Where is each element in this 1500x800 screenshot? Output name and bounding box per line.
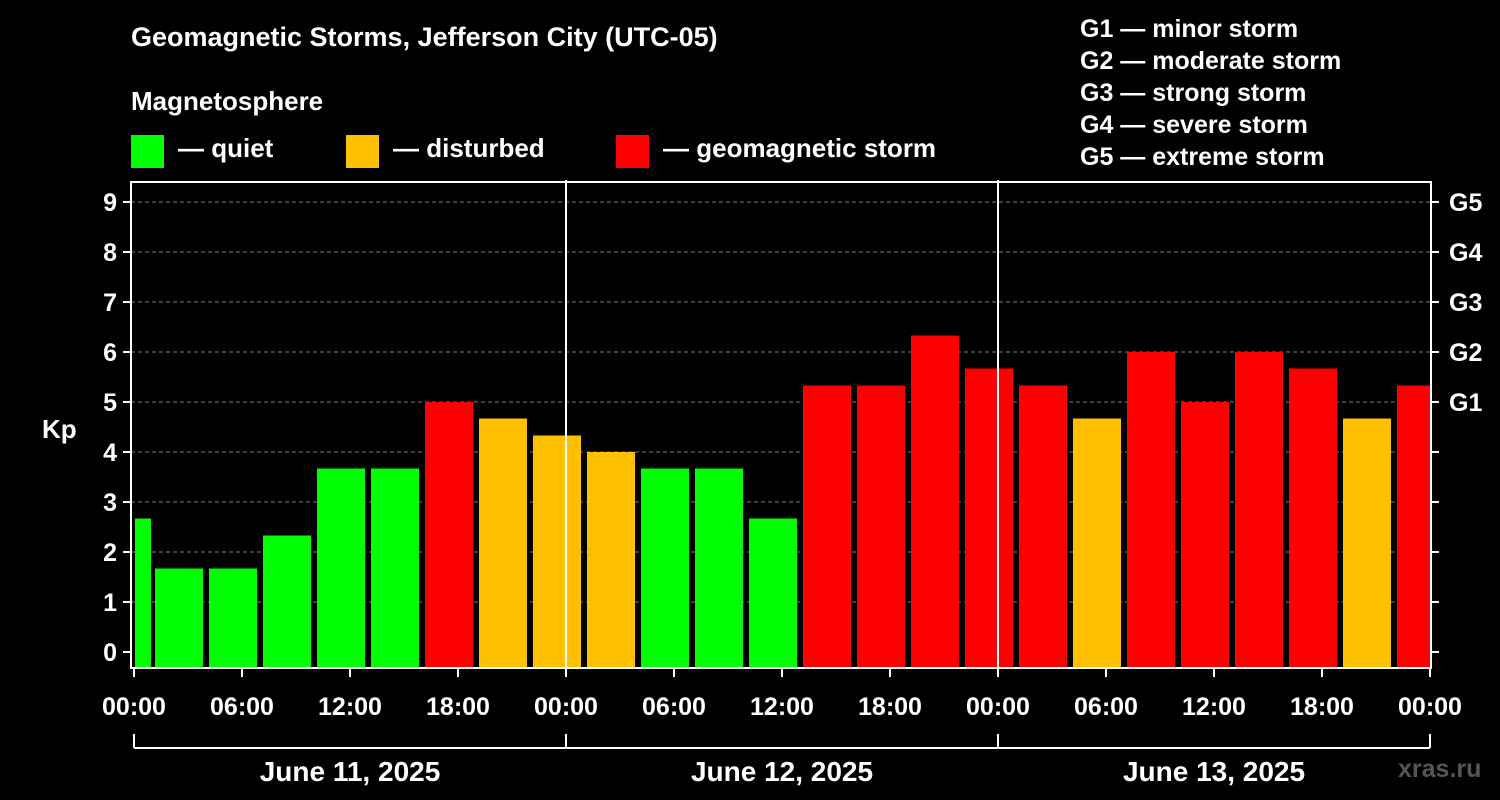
kp-bar xyxy=(1397,385,1430,668)
y-tick-label: 5 xyxy=(103,389,117,417)
x-tick-label: 00:00 xyxy=(102,693,166,721)
kp-bar xyxy=(371,468,419,668)
legend-storm-label: — geomagnetic storm xyxy=(663,133,937,163)
kp-bar xyxy=(155,568,203,668)
g-level-label: G4 xyxy=(1449,239,1482,267)
y-tick-label: 1 xyxy=(103,589,117,617)
x-tick-label: 18:00 xyxy=(858,693,922,721)
g-scale-legend: G1 — minor storm G2 — moderate storm G3 … xyxy=(1080,13,1341,173)
y-tick-label: 8 xyxy=(103,239,117,267)
watermark: xras.ru xyxy=(1398,755,1482,783)
x-tick-label: 00:00 xyxy=(966,693,1030,721)
chart-title: Geomagnetic Storms, Jefferson City (UTC-… xyxy=(131,22,718,52)
date-label: June 11, 2025 xyxy=(260,756,441,787)
x-tick-label: 06:00 xyxy=(642,693,706,721)
g-level-label: G5 xyxy=(1449,189,1482,217)
legend-storm-swatch xyxy=(616,135,649,168)
legend-quiet-swatch xyxy=(131,135,164,168)
kp-bar xyxy=(135,518,151,668)
kp-bar xyxy=(695,468,743,668)
x-tick-label: 00:00 xyxy=(534,693,598,721)
kp-bar xyxy=(317,468,365,668)
g-scale-g1: G1 — minor storm xyxy=(1080,15,1299,43)
kp-bar xyxy=(1127,352,1175,668)
x-tick-label: 18:00 xyxy=(1290,693,1354,721)
y-tick-label: 0 xyxy=(103,639,117,667)
kp-bar xyxy=(533,435,581,668)
date-label: June 12, 2025 xyxy=(691,756,873,787)
kp-bar xyxy=(803,385,851,668)
date-label: June 13, 2025 xyxy=(1123,756,1305,787)
y-tick-label: 6 xyxy=(103,339,117,367)
kp-bar xyxy=(1289,368,1337,668)
kp-bar xyxy=(1235,352,1283,668)
kp-bar xyxy=(263,535,311,668)
kp-bar xyxy=(749,518,797,668)
kp-bar xyxy=(1073,418,1121,668)
x-tick-label: 12:00 xyxy=(750,693,814,721)
g-scale-g4: G4 — severe storm xyxy=(1080,111,1308,139)
kp-bar xyxy=(965,368,1013,668)
kp-bar xyxy=(911,335,959,668)
g-level-label: G3 xyxy=(1449,289,1482,317)
legend-disturbed-swatch xyxy=(346,135,379,168)
kp-bar xyxy=(1181,402,1229,668)
kp-bar xyxy=(1343,418,1391,668)
kp-bar xyxy=(209,568,257,668)
magnetosphere-title: Magnetosphere xyxy=(131,86,324,116)
x-tick-label: 12:00 xyxy=(318,693,382,721)
x-tick-label: 00:00 xyxy=(1398,693,1462,721)
legend-disturbed-label: — disturbed xyxy=(393,133,545,163)
y-tick-label: 3 xyxy=(103,489,117,517)
x-tick-label: 06:00 xyxy=(1074,693,1138,721)
kp-bar xyxy=(1019,385,1067,668)
kp-bar xyxy=(479,418,527,668)
y-tick-label: 9 xyxy=(103,189,117,217)
g-level-label: G1 xyxy=(1449,389,1482,417)
y-tick-label: 7 xyxy=(103,289,117,317)
g-scale-g2: G2 — moderate storm xyxy=(1080,47,1342,75)
kp-bar xyxy=(425,402,473,668)
y-axis-label: Kp xyxy=(42,414,77,444)
y-tick-label: 2 xyxy=(103,539,117,567)
kp-bar xyxy=(857,385,905,668)
kp-bar xyxy=(641,468,689,668)
x-tick-label: 06:00 xyxy=(210,693,274,721)
y-tick-label: 4 xyxy=(103,439,117,467)
g-scale-g5: G5 — extreme storm xyxy=(1080,143,1325,171)
x-tick-label: 12:00 xyxy=(1182,693,1246,721)
g-level-label: G2 xyxy=(1449,339,1482,367)
g-scale-g3: G3 — strong storm xyxy=(1080,79,1307,107)
kp-bar xyxy=(587,452,635,668)
x-tick-label: 18:00 xyxy=(426,693,490,721)
legend-quiet-label: — quiet xyxy=(178,133,274,163)
